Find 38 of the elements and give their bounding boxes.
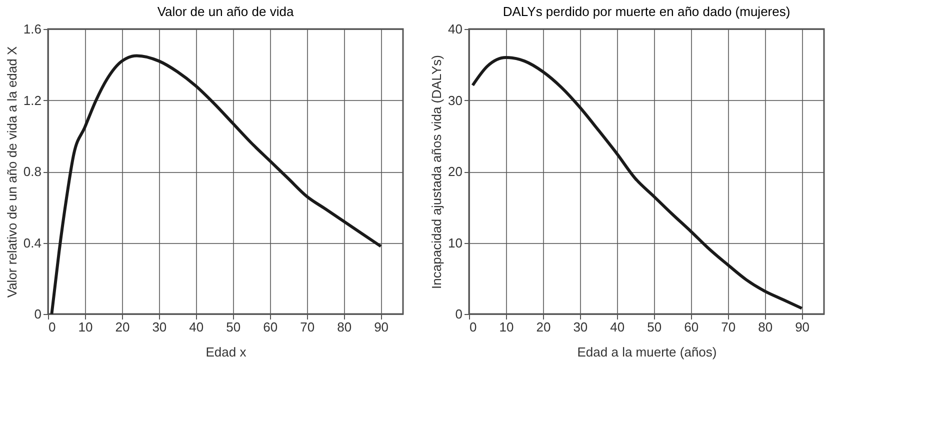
y-tick-label: 0.4 <box>23 235 42 250</box>
y-tick-label: 20 <box>448 164 462 179</box>
x-tick-label: 80 <box>337 320 352 334</box>
line-series <box>471 56 804 310</box>
x-tick-label: 60 <box>263 320 278 334</box>
y-axis-title: Incapacidad ajustada años vida (DALYs) <box>429 55 444 289</box>
y-tick-label: 10 <box>448 235 462 250</box>
y-tick-label: 1.2 <box>23 92 42 108</box>
x-tick-label: 50 <box>226 320 241 334</box>
y-tick-label: 0.8 <box>23 164 42 179</box>
x-tick-label: 10 <box>78 320 93 334</box>
line-series <box>50 54 382 316</box>
x-tick-label: 10 <box>499 320 514 334</box>
y-axis-title: Valor relativo de un año de vida a la edad X <box>4 46 20 298</box>
x-tick-label: 60 <box>684 320 699 334</box>
y-tick-label: 40 <box>448 22 462 36</box>
x-tick-label: 80 <box>758 320 773 334</box>
chart-title: DALYs perdido por muerte en año dado (mujeres) <box>502 4 790 19</box>
x-tick-label: 90 <box>374 320 389 334</box>
y-tick-label: 0 <box>455 306 462 322</box>
x-tick-label: 40 <box>610 320 625 334</box>
x-tick-label: 70 <box>721 320 736 334</box>
x-tick-label: 30 <box>573 320 588 334</box>
x-axis-title: Edad x <box>206 344 247 360</box>
y-tick-label: 30 <box>448 92 462 108</box>
y-tick-label: 0 <box>34 306 42 322</box>
x-tick-label: 20 <box>536 320 551 334</box>
y-tick-label: 1.6 <box>23 22 42 36</box>
x-axis-title: Edad a la muerte (años) <box>577 344 717 360</box>
x-tick-label: 0 <box>48 320 56 334</box>
x-tick-label: 0 <box>470 320 477 334</box>
x-tick-label: 50 <box>647 320 662 334</box>
x-tick-label: 70 <box>300 320 315 334</box>
x-tick-label: 30 <box>152 320 167 334</box>
chart-title: Valor de un año de vida <box>157 4 294 19</box>
x-tick-label: 20 <box>115 320 130 334</box>
x-tick-label: 40 <box>189 320 204 334</box>
x-tick-label: 90 <box>795 320 810 334</box>
